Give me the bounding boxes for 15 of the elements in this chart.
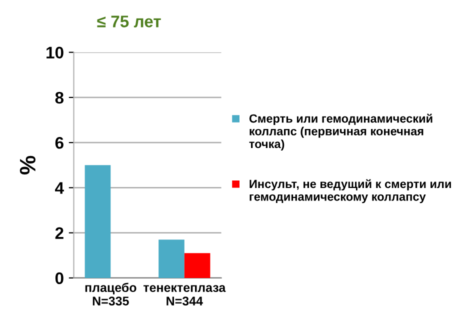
y-tick-label: 6 [55, 136, 64, 149]
y-tick-label: 4 [55, 182, 64, 194]
y-tick-label: 2 [55, 227, 64, 239]
x-tick-label: тенектеплаза N=344 [144, 285, 226, 306]
y-tick-label: 10 [46, 46, 64, 59]
x-tick-label: плацебо N=335 [85, 282, 136, 306]
bar [184, 253, 210, 278]
bar [158, 240, 184, 278]
y-tick-label: 0 [55, 272, 64, 284]
bar [84, 165, 111, 278]
chart-title: ≤ 75 лет [97, 16, 161, 28]
y-tick-label: 8 [55, 92, 64, 104]
legend-label: Инсульт, не ведущий к смерти или гемодинамическому коллапсу [250, 179, 451, 204]
legend-label: Смерть или гемодинамический коллапс (первичная конечная точка) [249, 114, 432, 150]
y-axis-title: % [20, 156, 36, 174]
